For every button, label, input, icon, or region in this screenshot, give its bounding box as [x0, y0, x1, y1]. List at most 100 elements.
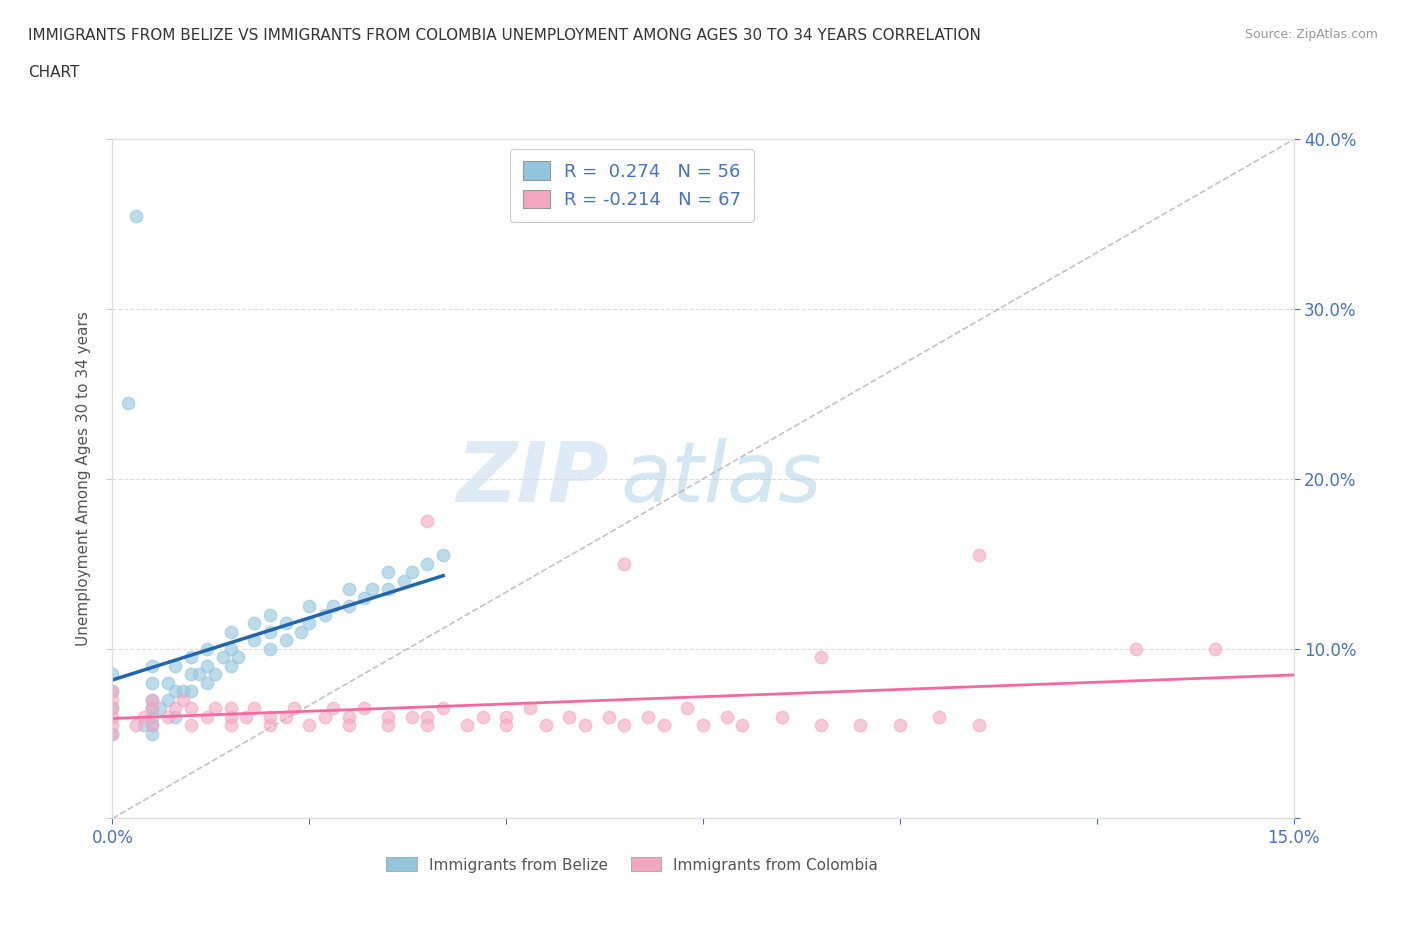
Point: [353, 700, 375, 715]
Point: [195, 675, 218, 690]
Point: [172, 684, 194, 698]
Point: [274, 616, 297, 631]
Point: [692, 718, 714, 733]
Point: [456, 718, 478, 733]
Point: [228, 650, 250, 665]
Point: [495, 710, 517, 724]
Point: [259, 710, 281, 724]
Point: [235, 710, 257, 724]
Point: [471, 710, 494, 724]
Point: [101, 726, 124, 741]
Point: [716, 710, 738, 724]
Point: [180, 700, 202, 715]
Point: [180, 684, 202, 698]
Point: [219, 642, 242, 657]
Text: IMMIGRANTS FROM BELIZE VS IMMIGRANTS FROM COLOMBIA UNEMPLOYMENT AMONG AGES 30 TO: IMMIGRANTS FROM BELIZE VS IMMIGRANTS FRO…: [28, 28, 981, 43]
Point: [132, 718, 155, 733]
Point: [377, 582, 399, 597]
Point: [274, 632, 297, 647]
Point: [204, 667, 226, 682]
Point: [125, 718, 148, 733]
Point: [613, 718, 636, 733]
Point: [810, 650, 832, 665]
Point: [141, 675, 163, 690]
Point: [259, 718, 281, 733]
Point: [574, 718, 596, 733]
Point: [432, 700, 454, 715]
Point: [337, 582, 360, 597]
Point: [195, 642, 218, 657]
Point: [377, 565, 399, 579]
Point: [180, 650, 202, 665]
Text: ZIP: ZIP: [456, 438, 609, 520]
Point: [101, 726, 124, 741]
Point: [322, 599, 344, 614]
Point: [172, 692, 194, 707]
Point: [337, 718, 360, 733]
Point: [337, 710, 360, 724]
Point: [195, 658, 218, 673]
Point: [637, 710, 659, 724]
Point: [519, 700, 541, 715]
Text: atlas: atlas: [620, 438, 823, 520]
Point: [165, 684, 187, 698]
Point: [141, 718, 163, 733]
Point: [141, 692, 163, 707]
Point: [558, 710, 581, 724]
Point: [676, 700, 699, 715]
Point: [149, 700, 172, 715]
Point: [101, 718, 124, 733]
Point: [101, 700, 124, 715]
Point: [598, 710, 620, 724]
Point: [117, 395, 139, 410]
Point: [337, 599, 360, 614]
Point: [298, 599, 321, 614]
Point: [401, 710, 423, 724]
Point: [534, 718, 557, 733]
Point: [141, 700, 163, 715]
Point: [432, 548, 454, 563]
Point: [101, 667, 124, 682]
Point: [259, 607, 281, 622]
Point: [416, 710, 439, 724]
Point: [377, 718, 399, 733]
Point: [125, 208, 148, 223]
Point: [967, 718, 990, 733]
Point: [377, 710, 399, 724]
Point: [416, 556, 439, 571]
Point: [243, 632, 266, 647]
Point: [290, 624, 312, 639]
Point: [180, 718, 202, 733]
Point: [156, 675, 179, 690]
Point: [314, 607, 336, 622]
Point: [613, 556, 636, 571]
Text: Source: ZipAtlas.com: Source: ZipAtlas.com: [1244, 28, 1378, 41]
Point: [928, 710, 950, 724]
Point: [219, 700, 242, 715]
Point: [101, 684, 124, 698]
Point: [1204, 642, 1226, 657]
Point: [165, 658, 187, 673]
Point: [180, 667, 202, 682]
Point: [141, 658, 163, 673]
Point: [211, 650, 233, 665]
Point: [283, 700, 305, 715]
Point: [141, 710, 163, 724]
Point: [101, 710, 124, 724]
Point: [770, 710, 793, 724]
Point: [495, 718, 517, 733]
Point: [156, 692, 179, 707]
Point: [401, 565, 423, 579]
Point: [219, 658, 242, 673]
Point: [141, 700, 163, 715]
Point: [889, 718, 911, 733]
Legend: Immigrants from Belize, Immigrants from Colombia: Immigrants from Belize, Immigrants from …: [380, 851, 884, 879]
Point: [298, 718, 321, 733]
Point: [219, 710, 242, 724]
Text: CHART: CHART: [28, 65, 80, 80]
Point: [165, 710, 187, 724]
Point: [849, 718, 872, 733]
Point: [810, 718, 832, 733]
Point: [274, 710, 297, 724]
Point: [243, 616, 266, 631]
